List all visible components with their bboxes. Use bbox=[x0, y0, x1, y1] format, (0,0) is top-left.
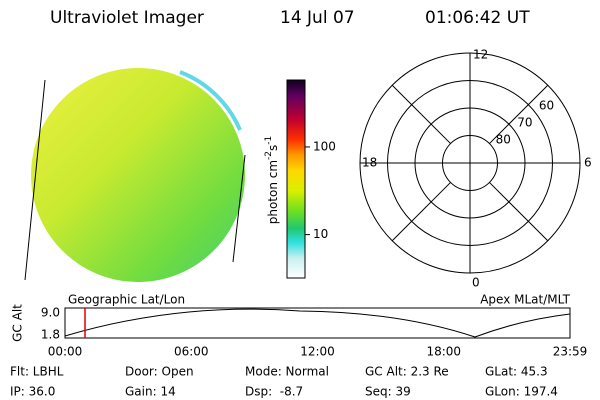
mlt-label: 6 bbox=[584, 156, 592, 170]
terminator bbox=[232, 154, 246, 263]
colorbar bbox=[286, 79, 306, 279]
exponent: -1 bbox=[264, 136, 274, 145]
ring-label: 60 bbox=[539, 99, 554, 113]
y-label: GC Alt bbox=[11, 304, 25, 342]
ring-label: 70 bbox=[517, 116, 532, 130]
status-field: GLon: 197.4 bbox=[485, 385, 558, 399]
mlt-label: 18 bbox=[362, 156, 377, 170]
orbit-plot bbox=[64, 307, 571, 339]
time-label: 18:00 bbox=[426, 345, 461, 359]
unit: s bbox=[266, 145, 280, 151]
orbit-label: Geographic Lat/Lon bbox=[68, 293, 185, 307]
mlt-label: 0 bbox=[472, 276, 480, 290]
meridian bbox=[391, 84, 451, 144]
earth-image bbox=[31, 68, 245, 282]
status-field: IP: 36.0 bbox=[10, 385, 55, 399]
time-label: 23:59 bbox=[553, 345, 588, 359]
limb bbox=[179, 70, 242, 131]
unit: photon cm bbox=[266, 160, 280, 224]
y-tick-label: 1.8 bbox=[41, 328, 60, 342]
time-label: 06:00 bbox=[174, 345, 209, 359]
exponent: -2 bbox=[264, 151, 274, 160]
meridian bbox=[489, 182, 549, 242]
time-label: 12:00 bbox=[300, 345, 335, 359]
orbit-label: Apex MLat/MLT bbox=[480, 293, 570, 307]
status-field: Dsp: -8.7 bbox=[245, 385, 303, 399]
title: Ultraviolet Imager bbox=[50, 8, 204, 28]
status-field: GLat: 45.3 bbox=[485, 365, 548, 379]
terminator bbox=[24, 79, 46, 281]
meridian bbox=[391, 182, 451, 242]
status-field: Gain: 14 bbox=[125, 385, 176, 399]
mlt-label: 12 bbox=[473, 48, 488, 62]
ring-label: 80 bbox=[496, 133, 511, 147]
tick-label: 100 bbox=[313, 139, 336, 153]
status-field: Flt: LBHL bbox=[10, 365, 64, 379]
altitude-curve bbox=[64, 308, 571, 338]
footer: Flt: LBHL Door: Open Mode: Normal GC Alt: 2… bbox=[10, 365, 558, 399]
status-field: Mode: Normal bbox=[245, 365, 329, 379]
status-field: Seq: 39 bbox=[365, 385, 411, 399]
time-axis: 00:00 06:00 12:00 18:00 23:59 bbox=[48, 345, 588, 359]
y-tick-label: 9.0 bbox=[41, 306, 60, 320]
tick-label: 10 bbox=[313, 227, 328, 241]
colorbar-label: photon cm-2s-1 bbox=[264, 136, 280, 225]
status-field: Door: Open bbox=[125, 365, 194, 379]
meridian bbox=[489, 84, 549, 144]
time-label: 00:00 bbox=[48, 345, 83, 359]
date: 14 Jul 07 bbox=[280, 8, 355, 28]
status-field: GC Alt: 2.3 Re bbox=[365, 365, 449, 379]
time: 01:06:42 UT bbox=[425, 8, 530, 28]
